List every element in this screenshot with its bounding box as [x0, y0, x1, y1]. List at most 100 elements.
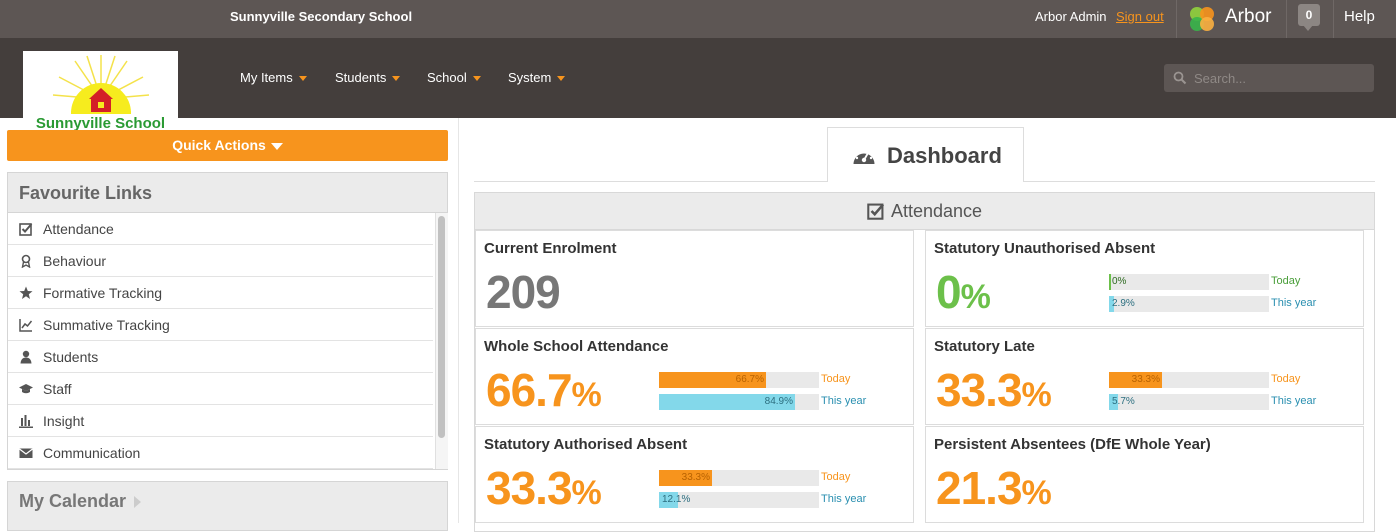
stat-persistent-absentees[interactable]: Persistent Absentees (DfE Whole Year) 21…: [925, 426, 1364, 523]
stat-unit: %: [1021, 376, 1052, 414]
favourite-link-staff[interactable]: Staff: [8, 373, 433, 405]
attendance-panel: Attendance Current Enrolment 209 Statuto…: [474, 192, 1375, 532]
stat-label: Statutory Authorised Absent: [484, 436, 688, 453]
search-input[interactable]: [1194, 64, 1369, 92]
today-tag: Today: [1271, 275, 1301, 287]
notifications-badge[interactable]: 0: [1298, 4, 1320, 31]
today-bar-fill: [1109, 274, 1111, 290]
nav-label: Students: [335, 70, 387, 85]
link-label: Behaviour: [43, 252, 107, 269]
today-bar-value: 33.3%: [681, 472, 710, 483]
stat-authorised-absent[interactable]: Statutory Authorised Absent 33.3% 33.3% …: [475, 426, 914, 523]
nav-label: System: [508, 70, 552, 85]
user-icon: [20, 350, 32, 363]
favourite-link-behaviour[interactable]: Behaviour: [8, 245, 433, 277]
year-bar-fill: [1109, 394, 1118, 410]
help-link[interactable]: Help: [1344, 8, 1375, 25]
divider: [1176, 0, 1177, 38]
attendance-header: Attendance: [475, 193, 1374, 230]
divider: [1286, 0, 1287, 38]
search-box[interactable]: [1164, 64, 1374, 92]
my-calendar-panel[interactable]: My Calendar: [7, 481, 448, 531]
nav-school[interactable]: School: [427, 70, 481, 85]
stat-value: 33.3%: [936, 363, 1052, 417]
year-tag: This year: [1271, 297, 1317, 309]
sign-out-link[interactable]: Sign out: [1116, 9, 1164, 24]
favourite-links-list: Attendance Behaviour Formative Tracking …: [8, 213, 433, 469]
stat-number: 21.3: [936, 462, 1023, 514]
stat-unauthorised-absent[interactable]: Statutory Unauthorised Absent 0% 0% Toda…: [925, 230, 1364, 327]
link-label: Insight: [43, 412, 85, 429]
today-tag: Today: [821, 471, 851, 483]
year-bar-fill: [659, 394, 795, 410]
check-square-icon: [19, 222, 33, 236]
today-bar-value: 33.3%: [1131, 374, 1160, 385]
caret-down-icon: [392, 76, 401, 82]
favourite-links-title: Favourite Links: [8, 173, 447, 213]
favourite-links-panel: Favourite Links Attendance Behaviour For…: [7, 172, 448, 470]
favourite-link-attendance[interactable]: Attendance: [8, 213, 433, 245]
stat-number: 0: [936, 266, 962, 318]
school-logo[interactable]: Sunnyville School: [23, 51, 178, 136]
tab-dashboard[interactable]: Dashboard: [827, 127, 1024, 182]
logo-text: Sunnyville School: [35, 115, 166, 132]
today-bar-value: 0%: [1112, 276, 1127, 287]
stat-number: 209: [486, 266, 561, 318]
year-bar-value: 12.1%: [662, 494, 691, 505]
year-bar: 84.9%: [659, 394, 819, 410]
search-icon: [1173, 71, 1187, 85]
graduation-cap-icon: [19, 383, 33, 393]
my-calendar-title: My Calendar: [19, 491, 127, 511]
today-bar: 66.7%: [659, 372, 819, 388]
stat-unit: %: [960, 278, 991, 316]
favourite-link-insight[interactable]: Insight: [8, 405, 433, 437]
divider: [1333, 0, 1334, 38]
nav-system[interactable]: System: [508, 70, 566, 85]
favourites-scrollbar[interactable]: [435, 213, 448, 469]
year-bar-value: 5.7%: [1112, 396, 1135, 407]
favourite-link-formative-tracking[interactable]: Formative Tracking: [8, 277, 433, 309]
link-label: Summative Tracking: [43, 316, 170, 333]
stat-value: 209: [486, 265, 561, 319]
stat-value: 21.3%: [936, 461, 1052, 515]
stat-number: 33.3: [486, 462, 573, 514]
line-chart-icon: [19, 318, 33, 332]
stat-statutory-late[interactable]: Statutory Late 33.3% 33.3% Today 5.7% Th…: [925, 328, 1364, 425]
favourite-link-summative-tracking[interactable]: Summative Tracking: [8, 309, 433, 341]
year-bar-fill: [659, 492, 678, 508]
nav-bar: Sunnyville School My Items Students Scho…: [0, 38, 1396, 136]
link-label: Communication: [43, 444, 141, 461]
favourite-link-students[interactable]: Students: [8, 341, 433, 373]
favourite-link-communication[interactable]: Communication: [8, 437, 433, 469]
year-bar: 12.1%: [659, 492, 819, 508]
stat-value: 0%: [936, 265, 991, 319]
stat-value: 33.3%: [486, 461, 602, 515]
nav-students[interactable]: Students: [335, 70, 401, 85]
nav-my-items[interactable]: My Items: [240, 70, 307, 85]
stat-number: 33.3: [936, 364, 1023, 416]
link-label: Formative Tracking: [43, 284, 163, 301]
my-calendar-header[interactable]: My Calendar: [8, 482, 447, 520]
today-bar: 0%: [1109, 274, 1269, 290]
stat-current-enrolment[interactable]: Current Enrolment 209: [475, 230, 914, 327]
arbor-brand[interactable]: Arbor: [1225, 6, 1272, 27]
link-label: Attendance: [43, 220, 114, 237]
stat-unit: %: [571, 474, 602, 512]
stat-whole-school-attendance[interactable]: Whole School Attendance 66.7% 66.7% Toda…: [475, 328, 914, 425]
stat-unit: %: [1021, 474, 1052, 512]
envelope-icon: [19, 448, 33, 458]
link-label: Students: [43, 348, 99, 365]
year-tag: This year: [1271, 395, 1317, 407]
quick-actions-button[interactable]: Quick Actions: [7, 130, 448, 161]
today-bar-value: 66.7%: [735, 374, 764, 385]
today-tag: Today: [1271, 373, 1301, 385]
year-bar-value: 84.9%: [764, 396, 793, 407]
school-name: Sunnyville Secondary School: [230, 9, 413, 24]
today-bar-fill: [659, 470, 712, 486]
arbor-logo-icon[interactable]: [1187, 4, 1217, 34]
year-bar: 2.9%: [1109, 296, 1269, 312]
star-icon: [19, 286, 33, 299]
scrollbar-thumb[interactable]: [438, 216, 445, 438]
year-tag: This year: [821, 395, 867, 407]
stat-label: Current Enrolment: [484, 240, 617, 257]
